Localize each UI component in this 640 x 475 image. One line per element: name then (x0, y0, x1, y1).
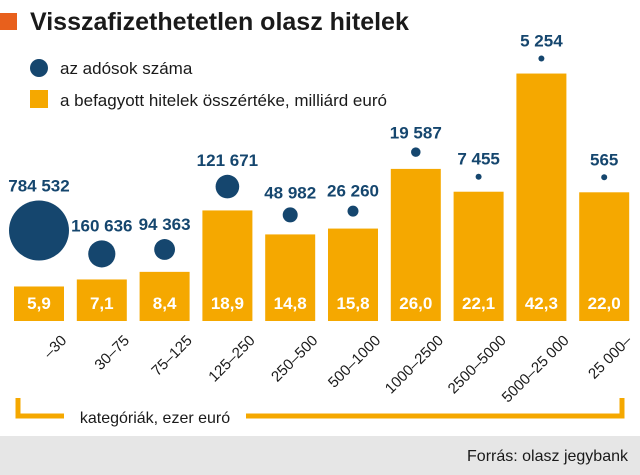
value-bar (390, 168, 441, 321)
debtor-count-bubble (538, 55, 545, 62)
bar-value-label: 15,8 (336, 294, 369, 313)
debtor-count-label: 19 587 (390, 123, 442, 142)
legend-bubble-swatch (30, 59, 48, 77)
category-tick-label: 25 000– (585, 332, 636, 383)
bar-value-label: 22,1 (462, 294, 495, 313)
category-tick-label: 250–500 (268, 332, 321, 385)
debtor-count-label: 94 363 (139, 215, 191, 234)
bar-value-label: 42,3 (525, 294, 558, 313)
debtor-count-label: 565 (590, 150, 618, 169)
debtor-count-bubble (9, 200, 69, 261)
source-band (0, 436, 640, 475)
debtor-count-label: 7 455 (457, 150, 500, 169)
source-note: Forrás: olasz jegybank (467, 448, 629, 465)
value-bar (579, 192, 630, 321)
legend-label-debtors: az adósok száma (60, 59, 193, 78)
debtor-count-label: 5 254 (520, 32, 563, 51)
title-marker (0, 13, 17, 30)
debtor-count-bubble (601, 174, 608, 181)
value-bar (76, 279, 127, 321)
category-bracket (15, 398, 625, 419)
category-tick-label: 5000–25 000 (499, 332, 573, 406)
debtor-count-bubble (88, 240, 116, 268)
debtor-count-label: 784 532 (8, 176, 69, 195)
debtor-count-label: 26 260 (327, 182, 379, 201)
bar-value-label: 22,0 (588, 294, 621, 313)
chart-title: Visszafizethetetlen olasz hitelek (30, 8, 409, 36)
bar-value-label: 18,9 (211, 294, 244, 313)
bar-value-label: 8,4 (153, 294, 177, 313)
value-bar (202, 210, 253, 321)
debtor-count-label: 121 671 (197, 151, 258, 170)
legend-label-value: a befagyott hitelek összértéke, milliárd… (60, 91, 387, 110)
debtor-count-bubble (154, 239, 176, 260)
category-tick-label: 1000–2500 (382, 332, 447, 397)
category-tick-label: 30–75 (91, 332, 133, 374)
debtor-count-label: 48 982 (264, 183, 316, 202)
debtor-count-bubble (475, 173, 482, 180)
value-bar (14, 286, 64, 321)
value-bar (453, 191, 504, 321)
bar-value-label: 14,8 (274, 294, 307, 313)
category-tick-label: 500–1000 (325, 332, 384, 391)
value-bar (328, 228, 378, 321)
category-tick-label: –30 (40, 332, 70, 362)
debtor-count-label: 160 636 (71, 216, 132, 235)
bar-value-label: 5,9 (27, 294, 51, 313)
legend-bar-swatch (30, 90, 48, 108)
value-bar (139, 271, 190, 321)
category-tick-label: 2500–5000 (445, 332, 510, 397)
debtor-count-bubble (347, 205, 359, 217)
x-axis-title: kategóriák, ezer euró (80, 410, 230, 427)
bar-value-label: 26,0 (399, 294, 432, 313)
category-tick-label: 75–125 (148, 332, 195, 379)
value-bar (516, 73, 567, 321)
category-tick-label: 125–250 (205, 332, 258, 385)
debtor-count-bubble (282, 207, 298, 223)
bar-value-label: 7,1 (90, 294, 114, 313)
value-bar (265, 234, 316, 321)
plot-area: 5,9 784 532 –30 7,1 160 636 30–75 8,4 94 363 75–… (8, 32, 636, 407)
debtor-count-bubble (411, 147, 421, 157)
debtor-count-bubble (215, 174, 240, 199)
axis-title-background (64, 406, 246, 428)
